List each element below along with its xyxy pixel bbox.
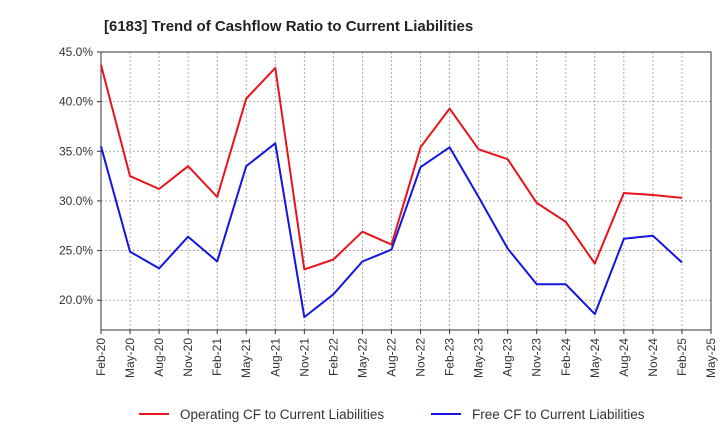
x-tick-label: Feb-25	[675, 338, 689, 376]
x-tick-label: Aug-24	[617, 338, 631, 377]
x-tick-label: Feb-24	[559, 338, 573, 376]
x-tick-label: Aug-22	[384, 338, 398, 377]
legend-label: Operating CF to Current Liabilities	[180, 407, 384, 422]
x-tick-label: Feb-20	[94, 338, 108, 376]
x-tick-label: May-21	[239, 338, 253, 378]
x-tick-label: Aug-23	[501, 338, 515, 377]
y-tick-label: 30.0%	[59, 194, 93, 208]
y-tick-label: 45.0%	[59, 45, 93, 59]
series-lines	[100, 64, 683, 319]
x-tick-label: Feb-23	[443, 338, 457, 376]
legend-label: Free CF to Current Liabilities	[472, 407, 645, 422]
x-tick-label: Nov-23	[530, 338, 544, 377]
x-tick-label: Feb-21	[210, 338, 224, 376]
plot-area	[100, 51, 712, 331]
series-line-operating-cf	[100, 64, 683, 271]
x-tick-label: May-25	[704, 338, 718, 378]
x-tick-label: May-20	[123, 338, 137, 378]
x-tick-label: Nov-20	[181, 338, 195, 377]
legend: Operating CF to Current Liabilities Free …	[139, 407, 645, 422]
x-tick-label: May-22	[355, 338, 369, 378]
x-tick-label: Nov-21	[297, 338, 311, 377]
chart-title: [6183] Trend of Cashflow Ratio to Curren…	[104, 18, 473, 35]
y-tick-label: 25.0%	[59, 244, 93, 258]
x-tick-label: Aug-20	[152, 338, 166, 377]
y-tick-label: 20.0%	[59, 293, 93, 307]
y-tick-label: 40.0%	[59, 95, 93, 109]
series-line-free-cf	[100, 142, 683, 319]
y-axis: 20.0% 25.0% 30.0% 35.0% 40.0% 45.0%	[59, 45, 101, 307]
x-tick-label: May-23	[472, 338, 486, 378]
x-tick-label: Nov-24	[646, 338, 660, 377]
x-tick-label: Nov-22	[414, 338, 428, 377]
x-tick-label: May-24	[588, 338, 602, 378]
x-tick-label: Feb-22	[326, 338, 340, 376]
y-tick-label: 35.0%	[59, 144, 93, 158]
x-axis: Feb-20 May-20 Aug-20 Nov-20 Feb-21 May-21 Aug-…	[94, 330, 718, 378]
grid-lines	[100, 51, 712, 330]
x-tick-label: Aug-21	[268, 338, 282, 377]
